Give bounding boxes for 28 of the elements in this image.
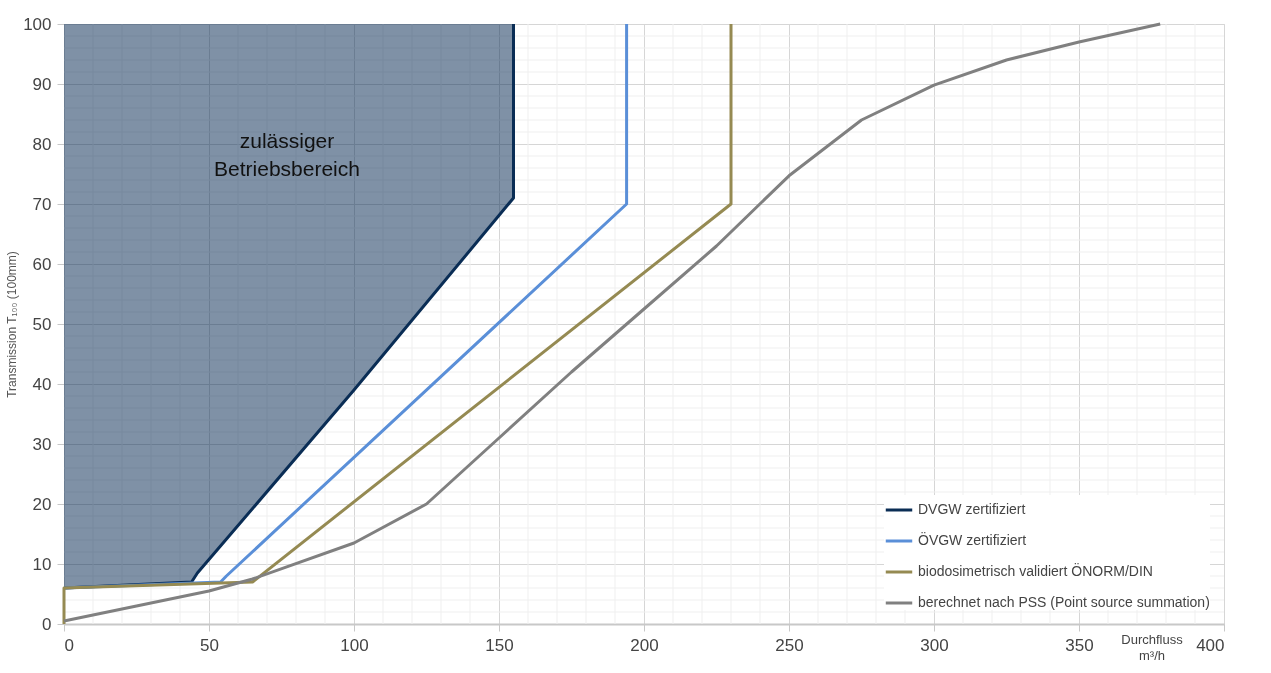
- y-tick-label: 20: [32, 494, 52, 514]
- x-tick-label: 300: [920, 635, 949, 655]
- x-tick-label: 0: [64, 635, 74, 655]
- x-tick-label: 50: [200, 635, 219, 655]
- legend-label: biodosimetrisch validiert ÖNORM/DIN: [918, 562, 1153, 579]
- legend-label: ÖVGW zertifiziert: [918, 531, 1027, 548]
- y-tick-label: 30: [32, 434, 52, 454]
- x-tick-label: 250: [775, 635, 804, 655]
- y-tick-label: 10: [32, 554, 52, 574]
- annotation: zulässiger Betriebsbereich: [214, 129, 360, 180]
- y-tick-label: 80: [32, 134, 52, 154]
- x-tick-label: 150: [485, 635, 514, 655]
- legend-label: berechnet nach PSS (Point source summation): [918, 594, 1210, 610]
- y-tick-label: 100: [23, 14, 52, 34]
- x-tick-label: 350: [1065, 635, 1094, 655]
- x-tick-label: 400: [1196, 635, 1225, 655]
- legend-label: DVGW zertifiziert: [918, 501, 1026, 517]
- y-tick-label: 0: [42, 614, 52, 634]
- y-tick-label: 60: [32, 254, 52, 274]
- y-tick-label: 70: [32, 194, 52, 214]
- line-series: [62, 22, 733, 626]
- x-axis-title: Durchfluss m³/h: [1121, 632, 1184, 663]
- y-tick-label: 40: [32, 374, 52, 394]
- y-tick-label: 50: [32, 314, 52, 334]
- y-tick-label: 90: [32, 74, 52, 94]
- y-axis-title: Transmission T₁₀₀ (100mm): [5, 251, 20, 398]
- x-tick-label: 200: [630, 635, 659, 655]
- x-tick-label: 100: [340, 635, 369, 655]
